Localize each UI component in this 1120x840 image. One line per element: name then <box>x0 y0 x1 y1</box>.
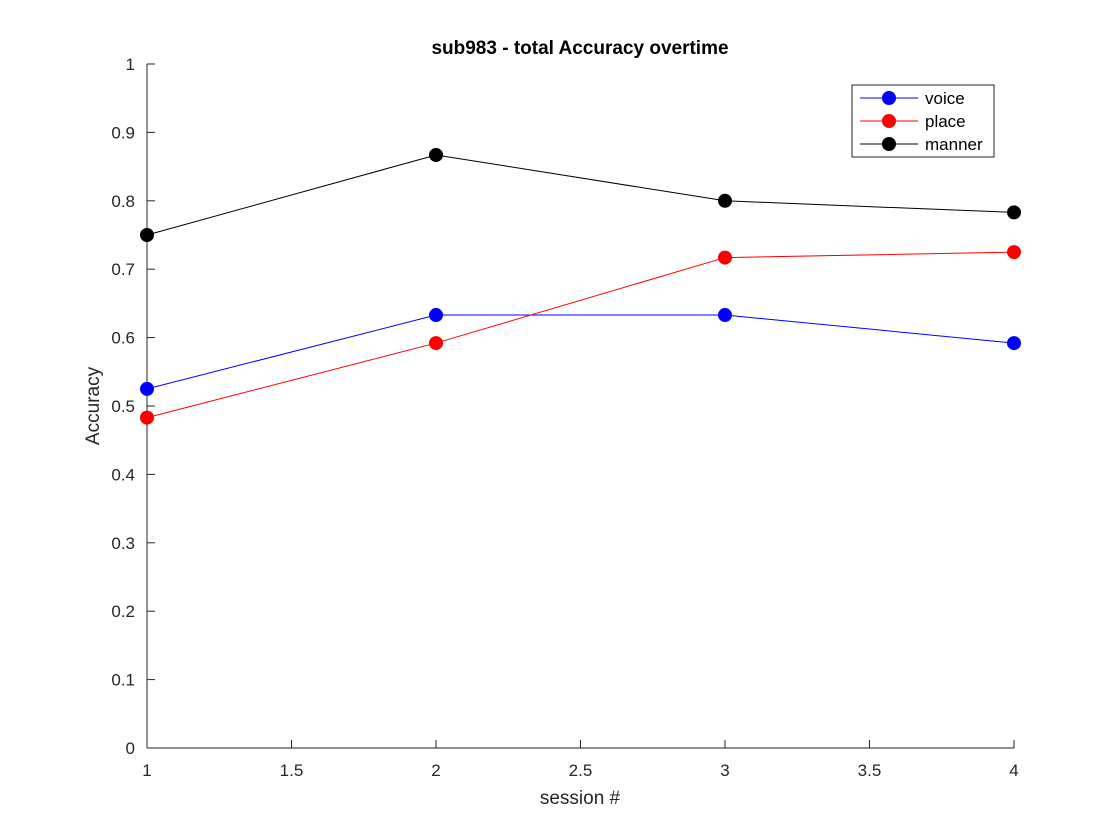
y-axis-title: Accuracy <box>83 366 104 445</box>
legend-marker <box>882 114 896 128</box>
x-tick-label: 3.5 <box>858 761 882 780</box>
y-tick-label: 0.8 <box>111 192 135 211</box>
chart-axes: 1 1.5 2 2.5 3 3.5 4 0 0.1 0.2 0.3 0.4 0.5 0.6 0.7 0.8 0.… <box>111 55 1018 780</box>
legend-label: voice <box>925 89 965 108</box>
y-tick-label: 0.7 <box>111 260 135 279</box>
data-point-voice <box>429 308 443 323</box>
y-tick-label: 0.5 <box>111 397 135 416</box>
legend-label: place <box>925 112 966 131</box>
x-axis-title: session # <box>540 788 621 809</box>
data-point-place <box>718 250 732 265</box>
data-point-voice <box>1007 336 1021 351</box>
y-tick-label: 0.3 <box>111 534 135 553</box>
chart-title: sub983 - total Accuracy overtime <box>431 38 728 59</box>
data-point-manner <box>1007 205 1021 220</box>
legend-label: manner <box>925 135 983 154</box>
data-point-place <box>1007 245 1021 260</box>
y-tick-label: 0 <box>126 739 135 758</box>
series-line-place <box>146 251 1015 419</box>
data-point-place <box>429 336 443 351</box>
legend-item-place: place <box>860 112 966 131</box>
x-tick-label: 4 <box>1009 761 1018 780</box>
legend-marker <box>882 137 896 151</box>
y-tick-label: 0.1 <box>111 671 135 690</box>
series-voice <box>140 308 1021 396</box>
data-point-manner <box>140 228 154 242</box>
data-point-place <box>140 410 154 425</box>
legend-marker <box>882 91 896 105</box>
y-tick-label: 0.2 <box>111 602 135 621</box>
chart-series-layer <box>140 147 1021 425</box>
data-point-manner <box>429 147 443 162</box>
x-tick-label: 1 <box>142 761 151 780</box>
y-tick-label: 0.4 <box>111 465 135 484</box>
legend-item-voice: voice <box>860 89 965 108</box>
series-line-voice <box>146 314 1015 390</box>
series-place <box>140 245 1021 425</box>
y-tick-label: 1 <box>126 55 135 74</box>
y-tick-label: 0.6 <box>111 329 135 348</box>
series-manner <box>140 147 1021 242</box>
data-point-voice <box>718 308 732 323</box>
y-tick-label: 0.9 <box>111 123 135 142</box>
x-tick-label: 2.5 <box>569 761 593 780</box>
x-tick-label: 1.5 <box>280 761 304 780</box>
x-tick-label: 3 <box>720 761 729 780</box>
data-point-manner <box>718 193 732 208</box>
chart-legend: voice place manner <box>851 84 995 158</box>
data-point-voice <box>140 381 154 396</box>
legend-item-manner: manner <box>860 135 983 154</box>
series-line-manner <box>146 154 1015 236</box>
x-tick-label: 2 <box>431 761 440 780</box>
